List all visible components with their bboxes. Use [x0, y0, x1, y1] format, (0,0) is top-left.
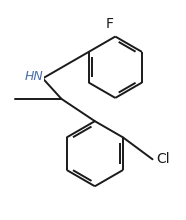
Text: HN: HN — [25, 70, 44, 83]
Text: F: F — [106, 17, 114, 31]
Text: HN: HN — [25, 70, 44, 83]
Text: F: F — [106, 17, 114, 31]
Text: Cl: Cl — [156, 152, 170, 166]
